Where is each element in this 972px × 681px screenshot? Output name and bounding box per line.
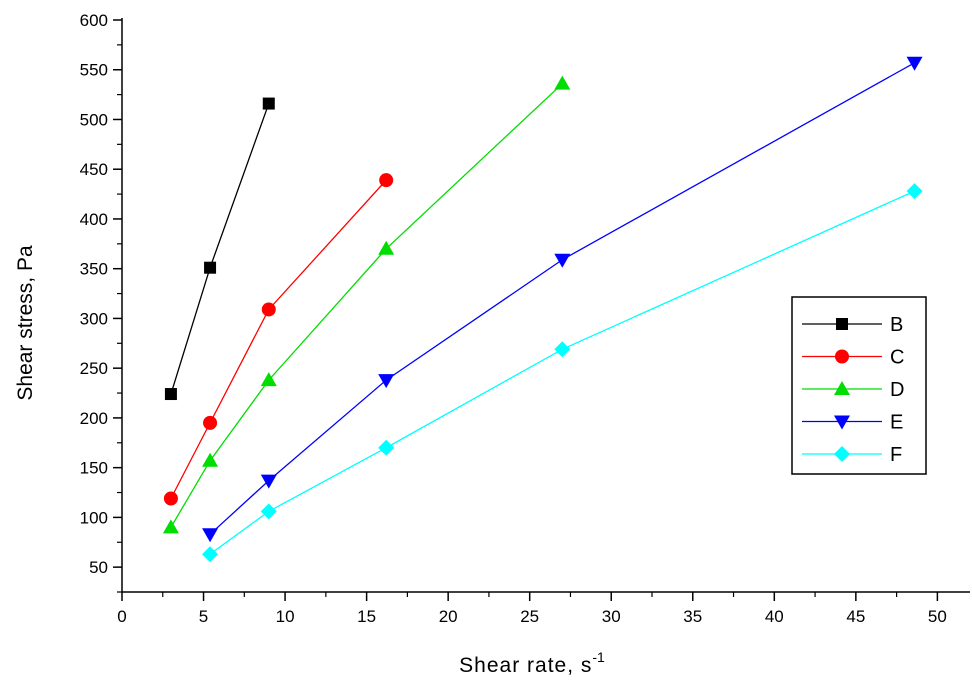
x-tick-label: 15 bbox=[357, 607, 376, 626]
legend-marker bbox=[836, 318, 848, 330]
series-layer bbox=[162, 56, 923, 563]
data-point bbox=[204, 261, 217, 274]
x-axis-title-text: Shear rate, s bbox=[459, 654, 592, 677]
y-tick-label: 500 bbox=[80, 110, 108, 129]
series-c bbox=[163, 173, 394, 506]
data-point bbox=[906, 183, 923, 200]
x-tick-label: 0 bbox=[117, 607, 126, 626]
y-tick-label: 450 bbox=[80, 160, 108, 179]
legend-item-c: C bbox=[802, 347, 904, 369]
y-tick-label: 350 bbox=[80, 260, 108, 279]
data-point bbox=[260, 474, 277, 489]
data-point bbox=[261, 302, 276, 317]
axes: 0 5 10 15 20 25 30 35 40 45 50 50 100 150 200 250 300 350… bbox=[80, 11, 970, 626]
series-b bbox=[164, 97, 275, 401]
y-tick-label: 100 bbox=[80, 508, 108, 527]
legend-item-d: D bbox=[802, 379, 904, 401]
legend-label: B bbox=[890, 314, 903, 336]
y-tick-label: 300 bbox=[80, 309, 108, 328]
legend-item-f: F bbox=[802, 444, 902, 466]
data-point bbox=[203, 415, 218, 430]
x-axis-title: Shear rate, s-1 bbox=[459, 649, 605, 677]
data-point bbox=[379, 173, 394, 188]
data-point bbox=[262, 97, 275, 110]
x-tick-label: 40 bbox=[765, 607, 784, 626]
legend-marker bbox=[834, 381, 850, 395]
x-tick-label: 10 bbox=[276, 607, 295, 626]
data-point bbox=[162, 519, 179, 534]
series-f bbox=[202, 183, 923, 563]
data-point bbox=[202, 546, 219, 563]
y-tick-label: 600 bbox=[80, 11, 108, 30]
x-tick-label: 35 bbox=[683, 607, 702, 626]
data-point bbox=[202, 528, 219, 543]
series-line bbox=[170, 103, 270, 395]
legend-label: F bbox=[890, 444, 902, 466]
x-tick-label: 45 bbox=[846, 607, 865, 626]
legend-box bbox=[791, 296, 927, 475]
y-tick-label: 250 bbox=[80, 359, 108, 378]
data-point bbox=[378, 240, 395, 255]
x-tick-label: 30 bbox=[602, 607, 621, 626]
series-line bbox=[170, 179, 387, 499]
x-tick-label: 5 bbox=[199, 607, 208, 626]
x-tick-label: 50 bbox=[928, 607, 947, 626]
data-point bbox=[164, 388, 177, 401]
y-tick-label: 550 bbox=[80, 61, 108, 80]
y-axis-title: Shear stress, Pa bbox=[14, 245, 37, 401]
x-tick-label: 20 bbox=[439, 607, 458, 626]
legend-item-b: B bbox=[802, 314, 903, 336]
data-point bbox=[260, 372, 277, 387]
data-point bbox=[378, 374, 395, 389]
legend-item-e: E bbox=[802, 412, 903, 434]
series-line bbox=[170, 83, 563, 528]
data-point bbox=[554, 341, 571, 358]
x-tick-label: 25 bbox=[520, 607, 539, 626]
y-tick-label: 400 bbox=[80, 210, 108, 229]
data-point bbox=[554, 75, 571, 90]
x-axis-title-superscript: -1 bbox=[592, 649, 605, 665]
data-point bbox=[554, 253, 571, 268]
data-point bbox=[906, 56, 923, 71]
data-point bbox=[163, 491, 178, 506]
y-tick-label: 200 bbox=[80, 409, 108, 428]
legend-marker bbox=[835, 349, 849, 364]
legend-label: D bbox=[890, 379, 904, 401]
data-point bbox=[378, 439, 395, 456]
legend-label: E bbox=[890, 412, 903, 434]
legend-label: C bbox=[890, 347, 904, 369]
y-tick-label: 150 bbox=[80, 459, 108, 478]
series-d bbox=[162, 75, 571, 534]
y-tick-label: 50 bbox=[89, 558, 108, 577]
series-e bbox=[202, 56, 923, 543]
data-point bbox=[202, 452, 219, 467]
data-point bbox=[260, 503, 277, 520]
legend-marker bbox=[834, 415, 850, 430]
legend-marker bbox=[834, 446, 850, 462]
